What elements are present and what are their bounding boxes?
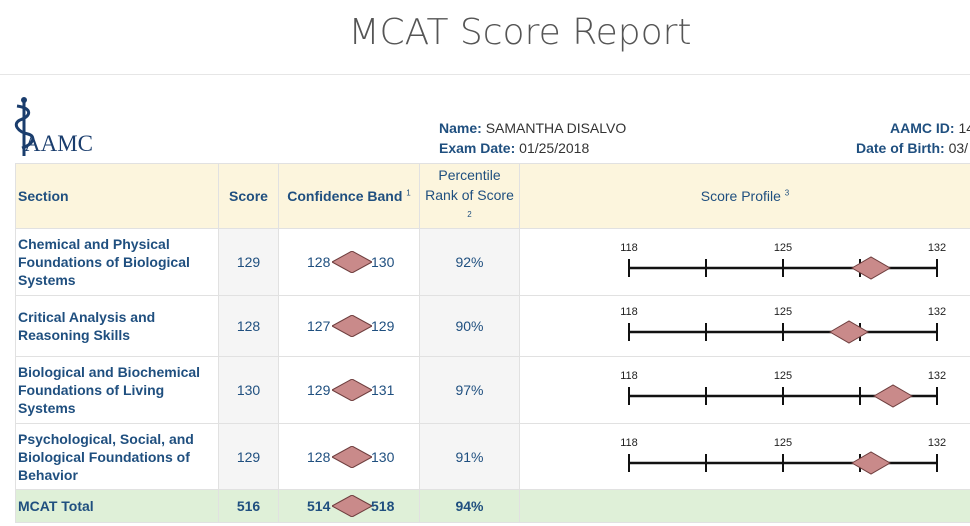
- exam-date-label: Exam Date:: [439, 140, 516, 156]
- aamc-logo-text: AAMC: [24, 131, 94, 156]
- scale-tick-label: 125: [774, 437, 792, 449]
- percentile-value: 90%: [419, 295, 520, 357]
- scale-tick-label: 125: [774, 242, 792, 254]
- band-low: 127: [307, 318, 331, 334]
- confidence-band-cell: 129 131: [278, 356, 420, 424]
- score-table: Section Score Confidence Band 1 Percenti…: [15, 163, 970, 523]
- scale-tick-label: 132: [928, 306, 946, 318]
- exam-date-field: Exam Date: 01/25/2018: [439, 140, 589, 156]
- table-row: Psychological, Social, and Biological Fo…: [15, 423, 970, 490]
- band-high: 518: [371, 498, 395, 514]
- score-profile-scale: 118 125 132: [620, 370, 946, 408]
- total-score: 516: [218, 489, 279, 523]
- score-marker-diamond: [873, 384, 913, 408]
- score-value: 129: [218, 423, 279, 490]
- dob-field: Date of Birth: 03/: [856, 140, 968, 156]
- score-profile-scale: 118 125 132: [620, 306, 946, 344]
- score-value: 129: [218, 228, 279, 296]
- band-diamond: [332, 251, 372, 273]
- confidence-band-cell: 127 129: [278, 295, 420, 357]
- section-name: Biological and Biochemical Foundations o…: [15, 356, 219, 424]
- section-name: Psychological, Social, and Biological Fo…: [15, 423, 219, 490]
- header-percentile: Percentile Rank of Score 2: [419, 163, 520, 229]
- scale-tick-label: 125: [774, 306, 792, 318]
- total-row: MCAT Total 516 514 518 94%: [15, 489, 970, 523]
- footnote-3: 3: [784, 188, 790, 198]
- score-marker-diamond: [829, 320, 869, 344]
- band-high: 131: [371, 382, 395, 398]
- band-low: 128: [307, 448, 331, 465]
- scale-tick-label: 118: [620, 306, 638, 318]
- percentile-value: 92%: [419, 228, 520, 296]
- total-label: MCAT Total: [15, 489, 219, 523]
- table-header-row: Section Score Confidence Band 1 Percenti…: [15, 163, 970, 229]
- score-profile-cell: 118 125 132: [519, 356, 970, 424]
- table-row: Chemical and Physical Foundations of Bio…: [15, 228, 970, 296]
- dob-value: 03/: [948, 140, 969, 156]
- dob-label: Date of Birth:: [856, 140, 945, 156]
- score-value: 128: [218, 295, 279, 357]
- aamc-logo-icon: [14, 97, 35, 156]
- percentile-value: 91%: [419, 423, 520, 490]
- name-field: Name: SAMANTHA DISALVO: [439, 120, 626, 136]
- footnote-2: 2: [467, 209, 472, 219]
- footnote-1: 1: [406, 188, 411, 198]
- header-profile-label: Score Profile: [700, 188, 781, 204]
- header-percentile-line1: Percentile: [438, 166, 501, 183]
- scale-tick-label: 125: [774, 370, 792, 382]
- section-name: Critical Analysis and Reasoning Skills: [15, 295, 219, 357]
- scale-tick-label: 118: [620, 370, 638, 382]
- scale-tick-label: 118: [620, 437, 638, 449]
- score-value: 130: [218, 356, 279, 424]
- band-diamond: [332, 379, 372, 401]
- score-profile-cell: 118 125 132: [519, 295, 970, 357]
- score-marker-diamond: [851, 256, 891, 280]
- aamc-id-value: 14: [958, 120, 970, 136]
- scale-tick-label: 132: [928, 242, 946, 254]
- score-profile-cell: 118 125 132: [519, 228, 970, 296]
- score-profile-scale: 118 125 132: [620, 437, 946, 475]
- aamc-id-field: AAMC ID: 14: [890, 120, 970, 136]
- header-section: Section: [15, 163, 219, 229]
- scale-tick-label: 118: [620, 242, 638, 254]
- band-diamond: [332, 315, 372, 337]
- header-percentile-line2: Rank of Score: [425, 186, 514, 203]
- aamc-id-label: AAMC ID:: [890, 120, 955, 136]
- band-high: 129: [371, 318, 395, 334]
- score-profile-scale: 118 125 132: [620, 242, 946, 280]
- confidence-band-cell: 514 518: [278, 489, 420, 523]
- header-confidence-band: Confidence Band 1: [278, 163, 420, 229]
- exam-date-value: 01/25/2018: [519, 140, 590, 156]
- score-marker-diamond: [851, 450, 891, 475]
- band-low: 514: [307, 498, 331, 514]
- name-label: Name:: [439, 120, 482, 136]
- scale-tick-label: 132: [928, 370, 946, 382]
- band-diamond: [332, 445, 372, 468]
- band-high: 130: [371, 254, 395, 270]
- band-high: 130: [371, 448, 395, 465]
- band-diamond: [332, 495, 372, 517]
- header-band-label: Confidence Band: [287, 188, 403, 204]
- score-profile-cell: 118 125 132: [519, 423, 970, 490]
- section-name: Chemical and Physical Foundations of Bio…: [15, 228, 219, 296]
- name-value: SAMANTHA DISALVO: [485, 120, 627, 136]
- band-low: 128: [307, 254, 331, 270]
- percentile-value: 97%: [419, 356, 520, 424]
- table-row: Critical Analysis and Reasoning Skills 12…: [15, 295, 970, 357]
- total-percentile: 94%: [419, 489, 520, 523]
- scale-tick-label: 132: [928, 437, 946, 449]
- header-score-profile: Score Profile 3: [519, 163, 970, 229]
- total-profile-empty: [519, 489, 970, 523]
- header-score: Score: [218, 163, 279, 229]
- page-title: MCAT Score Report: [348, 12, 692, 53]
- confidence-band-cell: 128 130: [278, 228, 420, 296]
- title-divider: [0, 74, 970, 75]
- table-row: Biological and Biochemical Foundations o…: [15, 356, 970, 424]
- band-low: 129: [307, 382, 331, 398]
- confidence-band-cell: 128 130: [278, 423, 420, 490]
